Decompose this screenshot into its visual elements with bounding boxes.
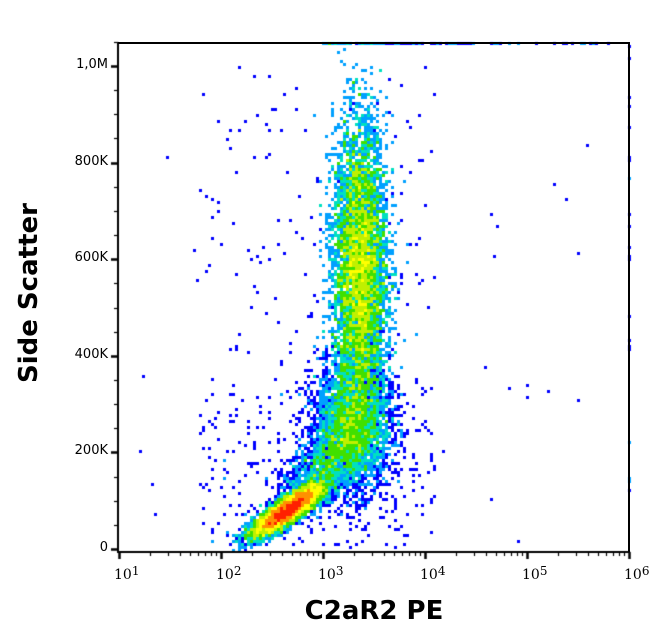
x-tick-label: 103: [318, 564, 344, 583]
y-tick-label: 0: [99, 540, 108, 555]
x-tick-label: 104: [420, 564, 446, 583]
y-axis-label: Side Scatter: [14, 203, 44, 383]
y-tick-label: 600K: [74, 250, 108, 266]
x-tick-label: 102: [216, 564, 242, 583]
y-tick-label: 200K: [74, 443, 108, 459]
x-tick-label: 101: [114, 564, 140, 583]
y-tick-label: 800K: [74, 153, 108, 169]
x-tick-label: 106: [624, 564, 650, 583]
x-axis-label: C2aR2 PE: [304, 596, 444, 626]
x-tick-label: 105: [522, 564, 548, 583]
plot-frame: [118, 42, 630, 552]
y-tick-label: 1,0M: [76, 57, 108, 72]
y-tick-label: 400K: [74, 346, 108, 362]
